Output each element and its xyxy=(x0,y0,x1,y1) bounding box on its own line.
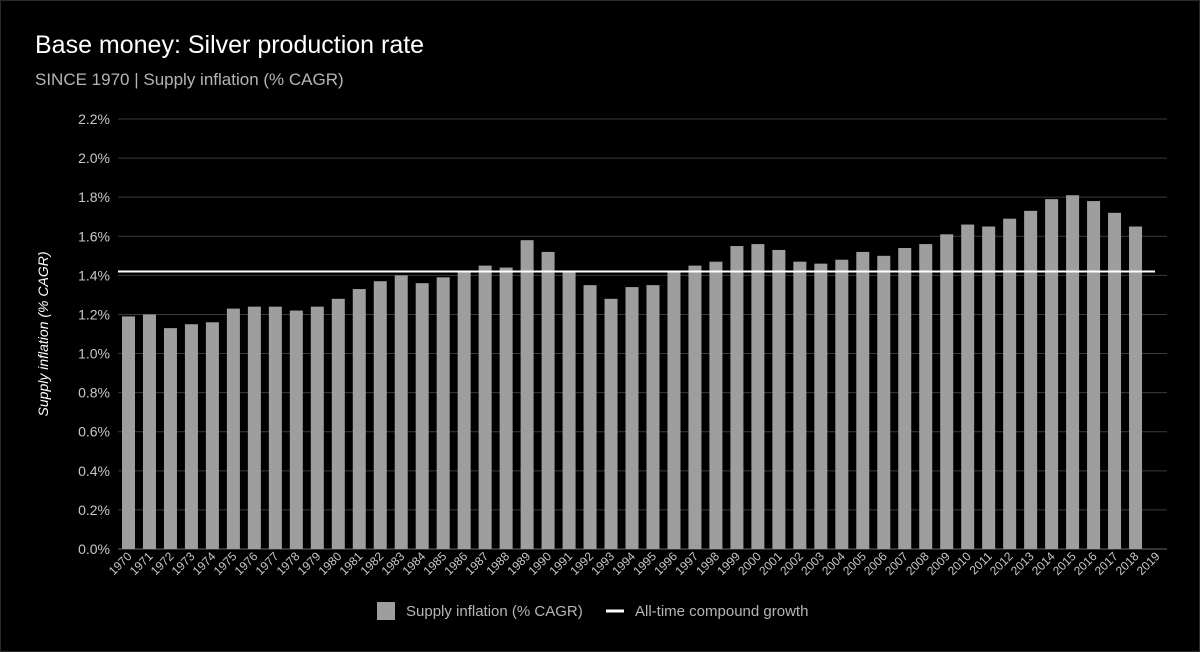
bar-2003 xyxy=(814,263,828,549)
x-tick-label: 2019 xyxy=(1134,549,1163,578)
bar-1988 xyxy=(499,267,513,549)
bar-2007 xyxy=(898,248,912,549)
legend-bar-label: Supply inflation (% CAGR) xyxy=(406,603,583,620)
bar-1975 xyxy=(226,308,240,549)
bar-2015 xyxy=(1066,195,1080,549)
bar-2004 xyxy=(835,259,849,549)
bar-1976 xyxy=(247,306,261,549)
bar-2002 xyxy=(793,261,807,549)
bar-1992 xyxy=(583,285,597,549)
bar-1977 xyxy=(268,306,282,549)
bar-1974 xyxy=(205,322,219,549)
bar-1999 xyxy=(730,246,744,549)
bar-1998 xyxy=(709,261,723,549)
bar-1981 xyxy=(352,289,366,549)
y-tick-label: 0.0% xyxy=(78,541,110,557)
y-tick-label: 0.8% xyxy=(78,385,110,401)
y-tick-label: 0.4% xyxy=(78,463,110,479)
bar-2001 xyxy=(772,249,786,550)
bar-2014 xyxy=(1045,199,1059,550)
bar-2018 xyxy=(1129,226,1143,549)
bar-1972 xyxy=(163,328,177,549)
y-tick-label: 1.0% xyxy=(78,346,110,362)
bar-1993 xyxy=(604,298,618,549)
bar-1997 xyxy=(688,265,702,549)
bar-1987 xyxy=(478,265,492,549)
bar-1979 xyxy=(310,306,324,549)
y-tick-label: 0.2% xyxy=(78,502,110,518)
bar-2010 xyxy=(961,224,975,549)
bar-1995 xyxy=(646,285,660,549)
bar-1984 xyxy=(415,283,429,549)
bar-1996 xyxy=(667,271,681,549)
bar-2009 xyxy=(940,234,954,549)
bar-1986 xyxy=(457,271,471,549)
bar-2006 xyxy=(877,255,891,549)
y-tick-label: 1.8% xyxy=(78,189,110,205)
y-tick-label: 2.2% xyxy=(78,111,110,127)
bar-1991 xyxy=(562,271,576,549)
legend-bar-swatch xyxy=(377,602,395,620)
bar-2011 xyxy=(982,226,996,549)
bar-1983 xyxy=(394,275,408,549)
legend-line-label: All-time compound growth xyxy=(635,603,808,620)
chart-title: Base money: Silver production rate xyxy=(35,31,425,59)
chart-subtitle: SINCE 1970 | Supply inflation (% CAGR) xyxy=(35,70,344,89)
bar-1994 xyxy=(625,287,639,549)
y-tick-label: 2.0% xyxy=(78,150,110,166)
y-tick-label: 1.6% xyxy=(78,228,110,244)
bar-1980 xyxy=(331,298,345,549)
bar-1990 xyxy=(541,251,555,549)
bar-1989 xyxy=(520,240,534,549)
bar-2012 xyxy=(1003,218,1017,549)
bar-2016 xyxy=(1087,201,1101,549)
bar-1973 xyxy=(184,324,198,549)
y-tick-label: 1.2% xyxy=(78,306,110,322)
bar-1985 xyxy=(436,277,450,549)
bar-1971 xyxy=(142,314,156,549)
bar-2008 xyxy=(919,244,933,549)
y-axis-label: Supply inflation (% CAGR) xyxy=(35,252,51,417)
bar-2000 xyxy=(751,244,765,549)
bar-2017 xyxy=(1108,212,1122,549)
bar-1982 xyxy=(373,281,387,549)
y-tick-label: 1.4% xyxy=(78,267,110,283)
bar-1978 xyxy=(289,310,303,549)
bar-2005 xyxy=(856,251,870,549)
y-tick-label: 0.6% xyxy=(78,424,110,440)
bar-2013 xyxy=(1024,210,1038,549)
bar-1970 xyxy=(121,316,135,549)
